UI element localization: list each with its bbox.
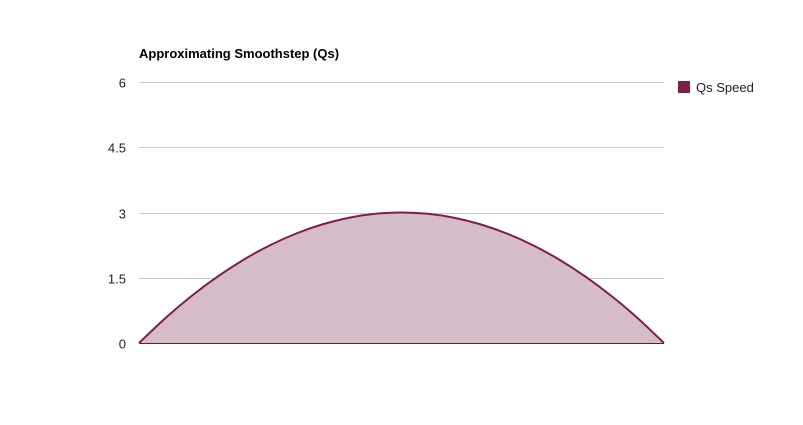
y-tick-label: 4.5 — [108, 141, 126, 156]
y-axis: 0 1.5 3 4.5 6 — [108, 76, 126, 352]
area-fill — [139, 212, 664, 343]
legend-label: Qs Speed — [696, 80, 754, 95]
series-line — [138, 211, 665, 344]
y-tick-label: 6 — [119, 76, 126, 91]
chart-title: Approximating Smoothstep (Qs) — [139, 46, 339, 61]
y-tick-label: 1.5 — [108, 272, 126, 287]
legend-swatch — [678, 81, 690, 93]
y-tick-label: 3 — [119, 207, 126, 222]
series-area — [138, 211, 665, 344]
legend: Qs Speed — [678, 80, 754, 95]
y-tick-label: 0 — [119, 337, 126, 352]
